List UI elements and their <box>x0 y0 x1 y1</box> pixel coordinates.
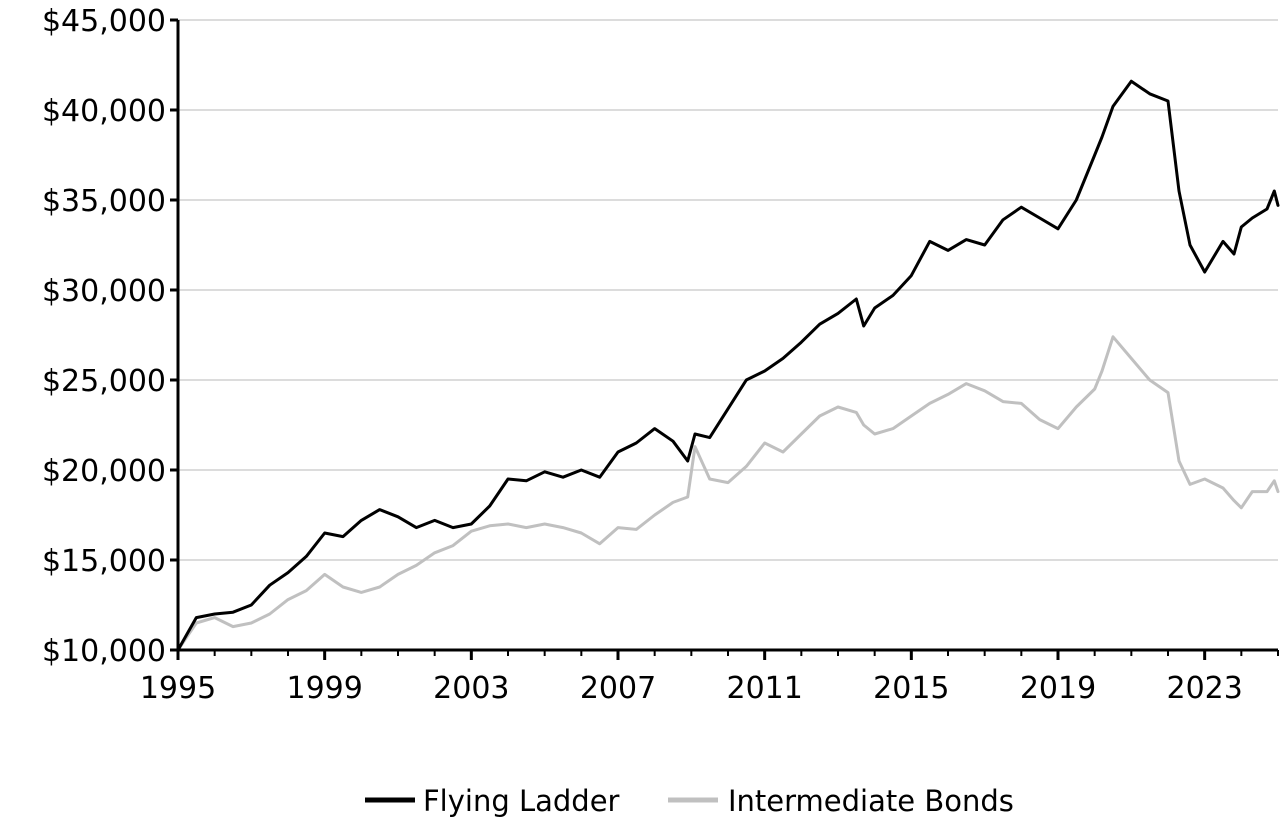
x-tick-label-4: 2011 <box>726 671 802 706</box>
y-tick-label-2: $20,000 <box>42 454 166 489</box>
legend-label-flying-ladder: Flying Ladder <box>423 784 620 818</box>
y-tick-label-6: $40,000 <box>42 94 166 129</box>
legend: Flying Ladder Intermediate Bonds <box>365 784 1014 818</box>
x-tick-label-2: 2003 <box>433 671 509 706</box>
x-tick-labels: 1995 1999 2003 2007 2011 2015 2019 2023 <box>140 671 1243 706</box>
x-tick-label-5: 2015 <box>873 671 949 706</box>
x-tick-label-0: 1995 <box>140 671 216 706</box>
series-line-intermediate-bonds <box>176 335 1280 652</box>
y-tick-label-0: $10,000 <box>42 634 166 669</box>
x-tick-label-7: 2023 <box>1166 671 1242 706</box>
grid-lines <box>178 19 1278 561</box>
series-lines <box>176 79 1280 652</box>
y-tick-label-1: $15,000 <box>42 544 166 579</box>
y-tick-label-5: $35,000 <box>42 184 166 219</box>
x-tick-label-1: 1999 <box>286 671 362 706</box>
axes <box>170 18 1279 660</box>
y-tick-label-4: $30,000 <box>42 274 166 309</box>
y-tick-label-3: $25,000 <box>42 364 166 399</box>
y-tick-labels: $10,000 $15,000 $20,000 $25,000 $30,000 $35,0… <box>42 4 166 669</box>
series-line-flying-ladder <box>176 79 1280 652</box>
y-tick-label-7: $45,000 <box>42 4 166 39</box>
legend-label-intermediate-bonds: Intermediate Bonds <box>728 784 1014 818</box>
x-tick-label-6: 2019 <box>1020 671 1096 706</box>
x-tick-label-3: 2007 <box>580 671 656 706</box>
